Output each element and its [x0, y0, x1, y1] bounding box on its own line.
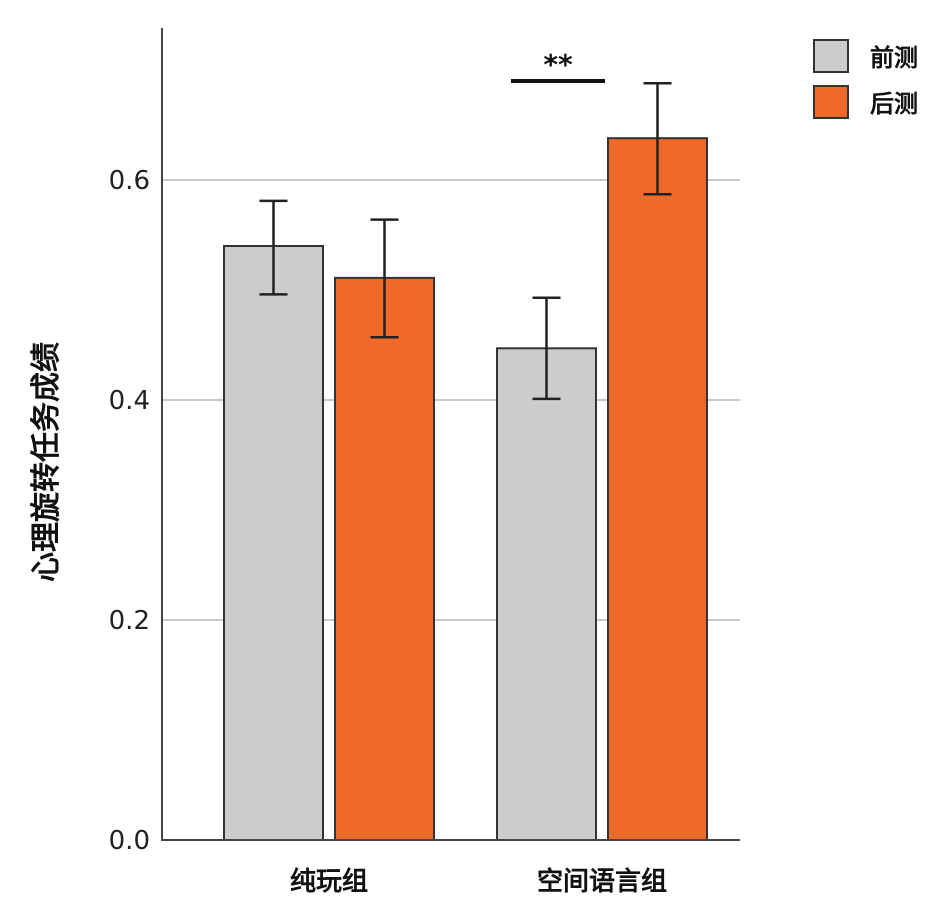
bars	[223, 137, 708, 841]
y-tick-label: 0.4	[109, 386, 150, 416]
axes	[161, 28, 740, 841]
significance-marker: **	[543, 48, 573, 81]
category-label: 空间语言组	[537, 866, 667, 897]
significance-annotations: **	[511, 48, 605, 83]
error-bars	[259, 81, 672, 401]
bar	[334, 276, 435, 841]
bar	[223, 245, 324, 841]
legend-label: 后测	[870, 90, 918, 118]
category-labels: 纯玩组 空间语言组	[290, 866, 667, 897]
category-label: 纯玩组	[290, 866, 368, 897]
y-tick-label: 0.0	[109, 826, 150, 856]
bar	[607, 137, 708, 841]
y-tick-labels: 0.0 0.2 0.4 0.6	[109, 166, 150, 856]
y-tick-label: 0.2	[109, 606, 150, 636]
legend-label: 前测	[870, 44, 918, 72]
legend-swatch	[813, 85, 849, 119]
y-tick-label: 0.6	[109, 166, 150, 196]
bar	[496, 347, 597, 841]
y-axis-label: 心理旋转任务成绩	[29, 342, 64, 582]
legend-swatch	[813, 39, 849, 73]
